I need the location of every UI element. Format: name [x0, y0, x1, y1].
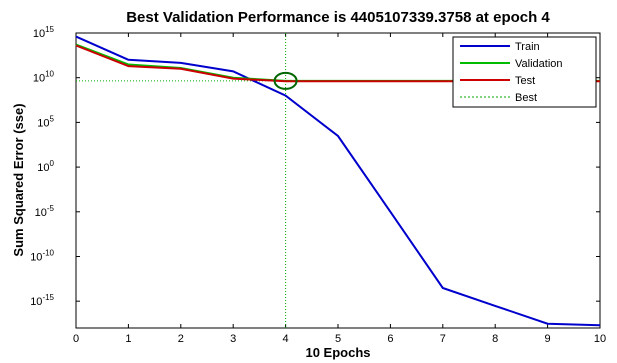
- y-tick-label: 1010: [33, 70, 55, 85]
- y-tick-label: 10-5: [35, 204, 55, 219]
- y-tick-label: 105: [37, 114, 54, 129]
- x-tick-label: 0: [73, 333, 79, 345]
- chart-title: Best Validation Performance is 440510733…: [126, 9, 550, 26]
- x-tick-label: 7: [440, 333, 446, 345]
- x-tick-label: 2: [178, 333, 184, 345]
- x-axis-label: 10 Epochs: [305, 345, 370, 360]
- x-tick-label: 8: [492, 333, 498, 345]
- legend-label-best: Best: [515, 92, 537, 104]
- legend-label-train: Train: [515, 41, 540, 53]
- x-tick-label: 1: [125, 333, 131, 345]
- legend: Train Validation Test Best: [452, 36, 597, 108]
- y-axis: 1015 1010 105 100 10-5 10-10 10-15: [30, 25, 600, 308]
- x-tick-label: 3: [230, 333, 236, 345]
- x-axis: 0 1 2 3 4 5 6 7 8 9 10: [73, 33, 606, 345]
- x-tick-label: 4: [283, 333, 289, 345]
- legend-label-test: Test: [515, 75, 535, 87]
- best-point-circle: [273, 71, 298, 90]
- y-tick-label: 10-15: [30, 293, 54, 308]
- x-tick-label: 10: [594, 333, 606, 345]
- x-tick-label: 5: [335, 333, 341, 345]
- x-tick-label: 9: [545, 333, 551, 345]
- x-tick-label: 6: [387, 333, 393, 345]
- best-point-marker: [273, 71, 298, 90]
- series-line-train: [75, 35, 601, 327]
- y-tick-label: 100: [37, 159, 54, 174]
- y-tick-label: 1015: [33, 25, 55, 40]
- legend-label-validation: Validation: [515, 58, 563, 70]
- y-axis-label: Sum Squared Error (sse): [11, 103, 26, 256]
- legend-box: [452, 36, 597, 108]
- y-tick-label: 10-10: [30, 248, 54, 263]
